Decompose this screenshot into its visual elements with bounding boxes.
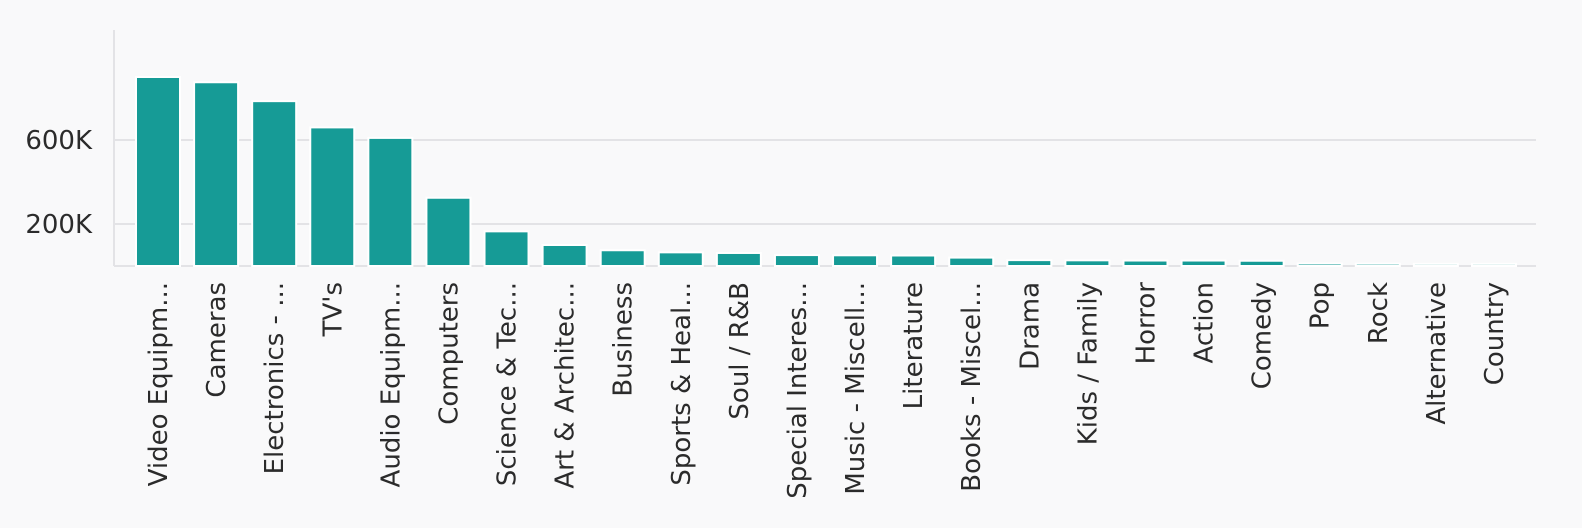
x-category-label: Action (1190, 282, 1220, 363)
bar[interactable] (948, 256, 995, 268)
x-category-label: Pop (1306, 282, 1336, 329)
bar[interactable] (1238, 259, 1285, 267)
bar[interactable] (309, 126, 356, 268)
bar[interactable] (1354, 262, 1401, 268)
bar[interactable] (367, 136, 414, 267)
x-category-label: Computers (434, 282, 464, 425)
x-category-label: Books - Miscel... (957, 282, 987, 492)
bar[interactable] (715, 251, 762, 267)
x-category-label: Comedy (1248, 282, 1278, 389)
bar[interactable] (483, 230, 530, 268)
bar[interactable] (193, 81, 240, 267)
y-tick-label: 200K (25, 210, 93, 240)
x-category-label: TV's (318, 282, 348, 337)
x-category-label: Literature (899, 282, 929, 409)
x-category-label: Kids / Family (1073, 282, 1103, 445)
x-category-labels: Video Equipm... Cameras Electronics - ... T… (144, 282, 1510, 499)
x-category-label: Music - Miscell... (841, 282, 871, 495)
bar[interactable] (1471, 262, 1517, 267)
x-category-label: Special Interes... (783, 282, 813, 499)
bar[interactable] (251, 100, 298, 268)
bar[interactable] (599, 249, 646, 267)
x-category-label: Rock (1364, 282, 1394, 344)
x-category-label: Drama (1015, 282, 1045, 370)
bar[interactable] (135, 76, 181, 267)
y-tick-labels: 200K 600K (25, 126, 93, 240)
bar[interactable] (541, 244, 588, 267)
bar[interactable] (1006, 259, 1053, 267)
x-category-label: Country (1480, 282, 1510, 385)
bar[interactable] (890, 254, 937, 267)
bar[interactable] (1180, 259, 1227, 268)
bar[interactable] (657, 251, 704, 268)
bar[interactable] (425, 196, 472, 267)
x-category-label: Soul / R&B (725, 282, 755, 420)
x-category-label: Video Equipm... (144, 282, 174, 486)
x-category-label: Science & Tec... (493, 282, 523, 486)
x-category-label: Sports & Heal... (667, 282, 697, 486)
bar[interactable] (832, 254, 879, 267)
x-category-label: Horror (1131, 282, 1161, 365)
bars (135, 76, 1517, 268)
bar[interactable] (1064, 259, 1111, 267)
bar[interactable] (773, 254, 820, 268)
x-category-label: Alternative (1422, 282, 1452, 425)
x-category-label: Electronics - ... (260, 282, 290, 474)
x-category-label: Business (609, 282, 639, 397)
bar[interactable] (1412, 262, 1459, 267)
x-category-label: Art & Architec... (551, 282, 581, 489)
bar[interactable] (1296, 262, 1343, 268)
x-category-label: Audio Equipm... (376, 282, 406, 487)
x-category-label: Cameras (202, 282, 232, 398)
y-tick-label: 600K (25, 126, 93, 156)
bar[interactable] (1122, 259, 1169, 268)
